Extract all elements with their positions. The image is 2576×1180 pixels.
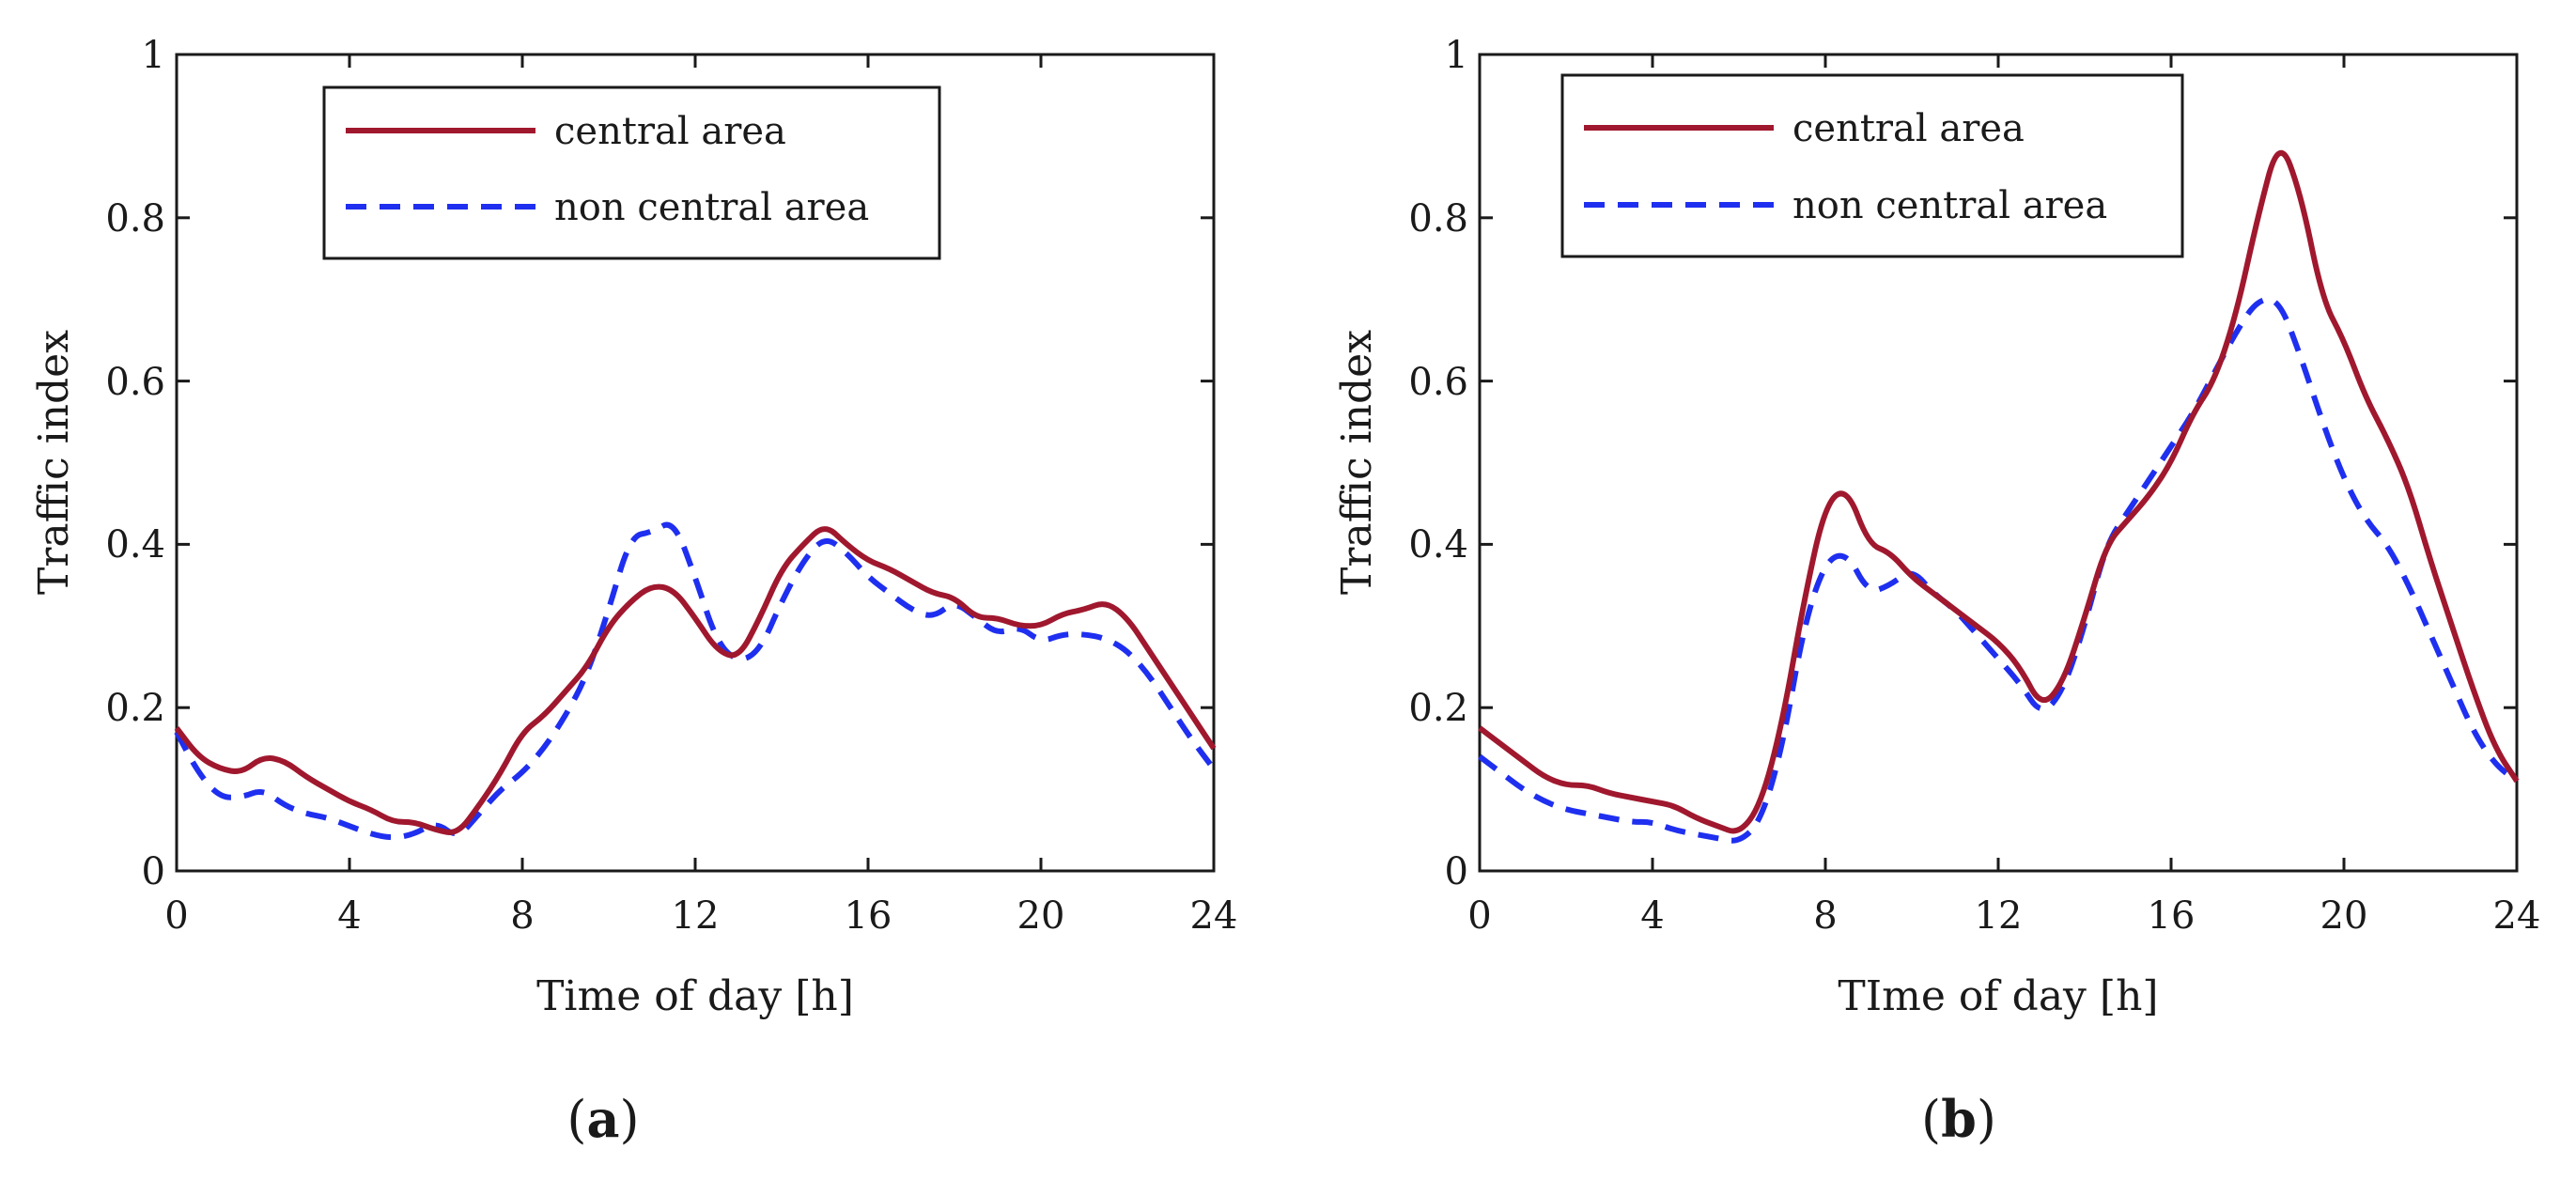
x-tick-label-a-4: 16 [845,894,892,938]
legend-a: central area non central area [322,85,941,260]
y-tick-label-a-3: 0.6 [105,361,165,404]
panel-label-b: (b) [1921,1089,1996,1149]
legend-label-central-b: central area [1792,107,2025,150]
x-tick-label-a-3: 12 [672,894,720,938]
y-tick-label-b-3: 0.6 [1408,361,1468,404]
x-tick-label-a-2: 8 [510,894,534,938]
y-tick-label-a-5: 1 [142,34,165,77]
legend-label-non-central-a: non central area [554,186,869,229]
series-line-non-central-a [174,521,1217,841]
y-axis-label-b: Traffic index [1333,330,1381,595]
series-line-central-a [174,526,1217,835]
y-tick-label-a-4: 0.8 [105,197,165,241]
panel-label-a: (a) [566,1089,639,1149]
x-tick-label-b-3: 12 [1975,894,2023,938]
y-tick-label-b-1: 0.2 [1408,687,1468,730]
y-tick-label-b-2: 0.4 [1408,523,1468,567]
x-tick-label-a-0: 0 [164,894,188,938]
x-tick-label-b-4: 16 [2148,894,2196,938]
tick-marks-a [175,53,1216,873]
legend-label-central-a: central area [554,110,786,153]
y-tick-label-b-5: 1 [1445,34,1468,77]
legend-box-b [1560,73,2184,258]
y-tick-label-a-1: 0.2 [105,687,165,730]
series-line-non-central-b [1478,296,2519,844]
x-tick-label-a-5: 20 [1017,894,1065,938]
y-axis-label-a: Traffic index [30,330,78,595]
x-tick-label-b-0: 0 [1467,894,1491,938]
legend-label-non-central-b: non central area [1792,184,2107,227]
tick-marks-b [1478,53,2519,873]
y-tick-label-a-0: 0 [142,850,165,893]
series-line-central-b [1478,149,2520,834]
chart-b: 0 0.2 0.4 0.6 0.8 1 0 4 8 12 16 20 24 TI… [1333,34,2540,1149]
legend-b: central area non central area [1560,73,2184,258]
y-tick-label-a-2: 0.4 [105,523,165,567]
chart-a: 0 0.2 0.4 0.6 0.8 1 0 4 8 12 16 20 24 Ti… [30,34,1237,1149]
x-tick-label-b-2: 8 [1813,894,1837,938]
y-tick-label-b-4: 0.8 [1408,197,1468,241]
x-tick-label-a-6: 24 [1190,894,1238,938]
y-tick-label-b-0: 0 [1445,850,1468,893]
x-tick-label-b-5: 20 [2320,894,2368,938]
x-tick-label-a-1: 4 [337,894,361,938]
x-axis-label-b: TIme of day [h] [1838,972,2158,1020]
x-tick-label-b-6: 24 [2493,894,2541,938]
legend-box-a [322,85,941,260]
x-axis-label-a: Time of day [h] [536,972,854,1020]
x-tick-label-b-1: 4 [1640,894,1664,938]
